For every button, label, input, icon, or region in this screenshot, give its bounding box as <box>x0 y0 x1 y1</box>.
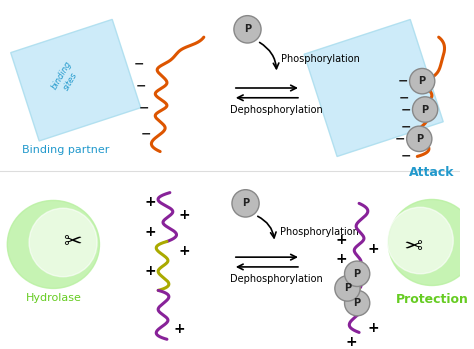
Text: +: + <box>336 232 347 246</box>
Text: −: − <box>395 132 405 145</box>
Text: +: + <box>336 252 347 266</box>
Text: ✂: ✂ <box>403 231 422 251</box>
Text: P: P <box>344 283 351 294</box>
Text: Dephosphorylation: Dephosphorylation <box>230 274 323 284</box>
Text: +: + <box>368 242 380 256</box>
Text: Attack: Attack <box>409 166 455 179</box>
Text: +: + <box>179 208 190 222</box>
Text: Dephosphorylation: Dephosphorylation <box>230 105 323 114</box>
Text: P: P <box>242 198 249 208</box>
Circle shape <box>335 276 360 301</box>
Text: +: + <box>346 335 357 349</box>
Text: ✂: ✂ <box>64 232 82 252</box>
Text: P: P <box>244 24 251 34</box>
Text: +: + <box>145 264 156 278</box>
Text: P: P <box>354 269 361 279</box>
Polygon shape <box>11 20 141 141</box>
Ellipse shape <box>387 207 453 274</box>
Text: −: − <box>134 57 144 70</box>
Circle shape <box>234 16 261 43</box>
Text: Hydrolase: Hydrolase <box>26 293 82 303</box>
Ellipse shape <box>7 200 100 288</box>
Text: −: − <box>138 101 149 114</box>
Circle shape <box>407 126 432 151</box>
Circle shape <box>232 190 259 217</box>
Text: −: − <box>401 103 411 116</box>
Text: P: P <box>419 76 426 86</box>
Text: P: P <box>354 298 361 308</box>
Text: Binding partner: Binding partner <box>22 145 109 155</box>
Text: +: + <box>145 225 156 239</box>
Ellipse shape <box>29 208 97 277</box>
Text: P: P <box>416 134 423 144</box>
Text: −: − <box>136 80 146 92</box>
Circle shape <box>410 68 435 94</box>
Text: Protection: Protection <box>395 293 468 306</box>
Text: +: + <box>174 322 185 336</box>
Text: +: + <box>368 320 380 335</box>
Text: −: − <box>401 150 411 163</box>
Text: −: − <box>401 121 411 134</box>
Text: +: + <box>145 195 156 209</box>
Circle shape <box>412 97 438 122</box>
Text: Phosphorylation: Phosphorylation <box>280 227 358 237</box>
Text: +: + <box>179 244 190 258</box>
Circle shape <box>345 290 370 316</box>
Text: −: − <box>140 127 151 140</box>
Ellipse shape <box>388 200 474 285</box>
Polygon shape <box>304 20 443 156</box>
Text: Phosphorylation: Phosphorylation <box>282 54 360 64</box>
Text: −: − <box>398 75 408 88</box>
Text: P: P <box>421 104 428 114</box>
Text: −: − <box>399 91 409 104</box>
Circle shape <box>345 261 370 287</box>
Text: binding
sites: binding sites <box>50 60 82 97</box>
